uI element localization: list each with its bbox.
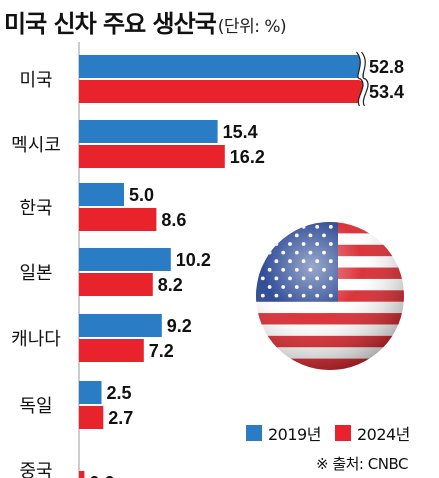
category-label: 중국 <box>19 461 52 478</box>
bar-2024 <box>79 145 225 168</box>
value-label: 16.2 <box>230 147 265 167</box>
value-label: 2.5 <box>107 383 132 403</box>
value-label: 52.8 <box>369 57 404 77</box>
source-note: ※ 출처: CNBC <box>316 455 408 473</box>
legend-swatch-2019 <box>246 425 262 441</box>
value-label: 8.6 <box>161 210 186 230</box>
legend-swatch-2024 <box>334 425 351 441</box>
unit-label: (단위: %) <box>217 17 287 37</box>
bar-2019 <box>79 248 171 271</box>
bar-2019 <box>79 120 218 143</box>
bar-2024 <box>79 471 85 478</box>
chart-title: 미국 신차 주요 생산국 (단위: %) <box>4 4 287 39</box>
us-flag-globe-illustration <box>256 222 404 370</box>
bar-2024 <box>79 273 153 296</box>
value-label: 53.4 <box>369 82 404 102</box>
bar-2019 <box>79 314 162 337</box>
bar-2024 <box>79 208 157 231</box>
bar-2019 <box>79 381 102 404</box>
category-label: 캐나다 <box>11 329 61 350</box>
legend-item-2024: 2024년 <box>334 421 410 445</box>
axis-break-white <box>356 50 368 108</box>
legend-label-2024: 2024년 <box>356 425 410 444</box>
category-label: 일본 <box>19 263 52 284</box>
axis-break-line-right <box>361 51 369 107</box>
category-label: 한국 <box>19 198 52 219</box>
category-label: 미국 <box>19 70 52 91</box>
legend-item-2019: 2019년 <box>246 421 321 445</box>
value-label: 10.2 <box>176 250 211 270</box>
value-label: 0.6 <box>89 473 114 478</box>
value-label: 2.7 <box>108 408 133 428</box>
bar-2019 <box>79 183 124 206</box>
title-text: 미국 신차 주요 생산국 <box>4 10 217 38</box>
value-label: 9.2 <box>167 316 192 336</box>
category-label: 독일 <box>19 396 52 417</box>
value-label: 7.2 <box>149 341 174 361</box>
bar-2024 <box>79 339 144 362</box>
legend-label-2019: 2019년 <box>268 425 321 444</box>
value-label: 8.2 <box>158 275 183 295</box>
bar-2019 <box>79 55 364 78</box>
axis-break-line-left <box>356 51 364 107</box>
bar-2024 <box>79 406 104 429</box>
bar-2024 <box>79 80 364 103</box>
bars-group: 미국 52.8 53.4 멕시코 15.4 16.2 한국 5.0 8.6 일본 10.2 8.2 캐나… <box>11 50 404 478</box>
legend: 2019년 2024년 <box>246 421 424 445</box>
value-label: 5.0 <box>129 185 154 205</box>
value-label: 15.4 <box>223 122 258 142</box>
category-label: 멕시코 <box>11 135 61 156</box>
